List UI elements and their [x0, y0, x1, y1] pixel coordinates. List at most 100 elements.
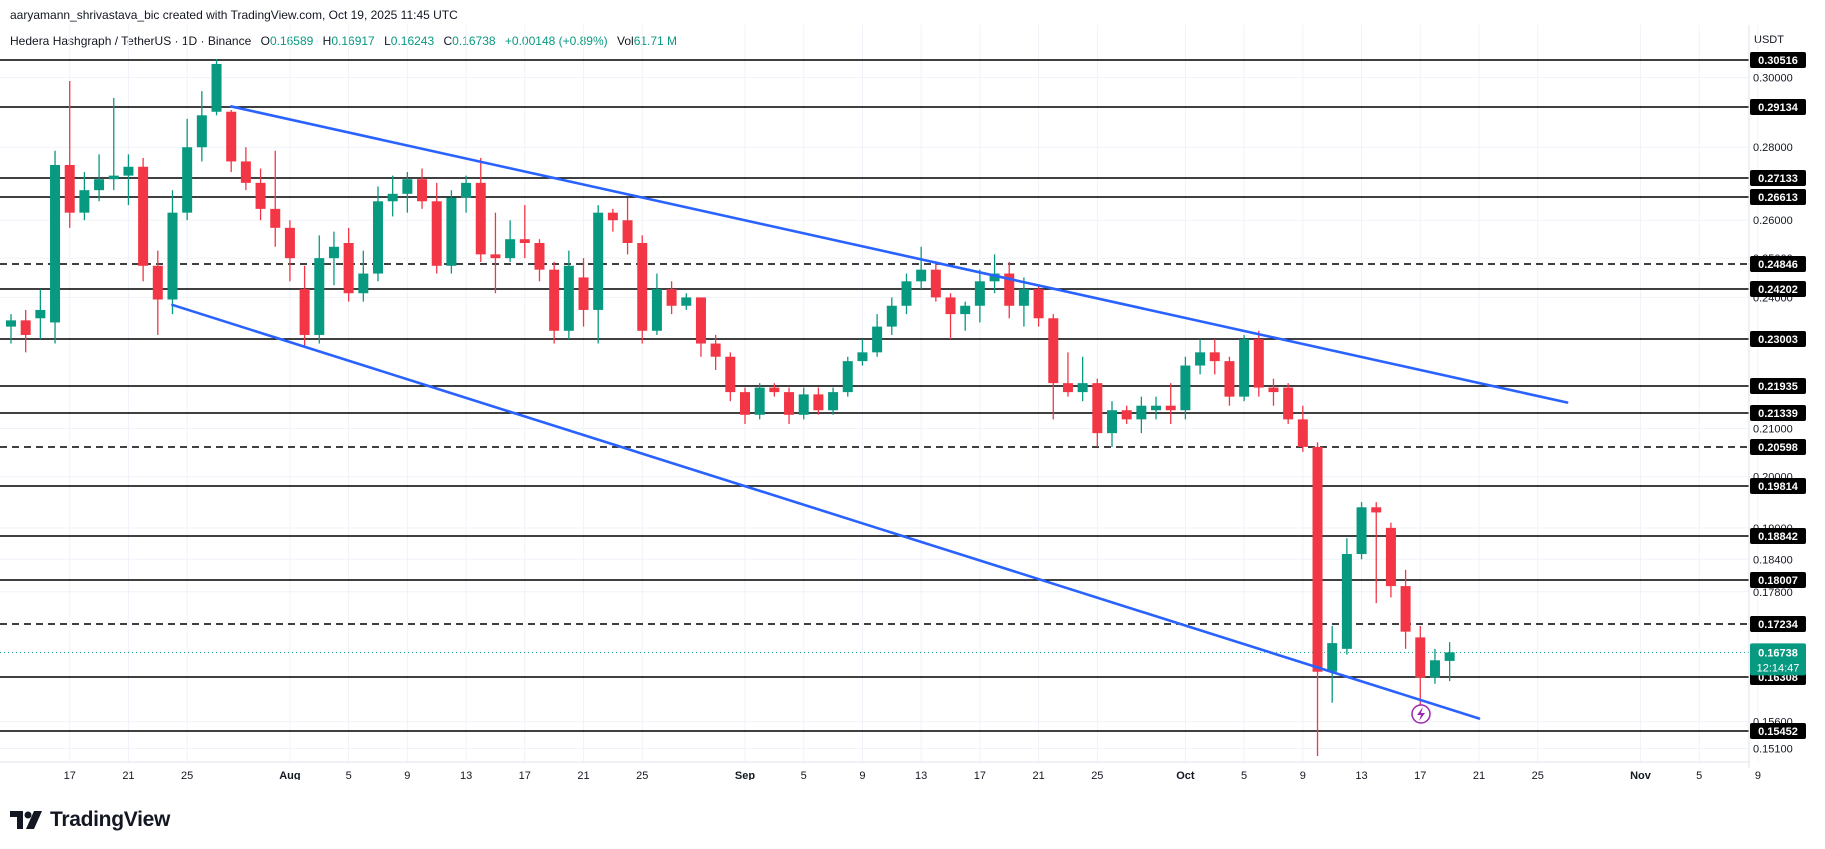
- candle[interactable]: [563, 250, 574, 340]
- candle[interactable]: [1327, 625, 1338, 703]
- currency-label[interactable]: USDT: [1754, 34, 1784, 46]
- candle[interactable]: [152, 250, 163, 335]
- candle[interactable]: [1151, 396, 1162, 420]
- candle[interactable]: [1268, 378, 1279, 406]
- candle[interactable]: [1121, 405, 1132, 424]
- candle[interactable]: [1356, 502, 1367, 560]
- candle[interactable]: [960, 301, 971, 331]
- candle[interactable]: [974, 269, 985, 323]
- candle[interactable]: [872, 314, 883, 357]
- candle[interactable]: [123, 154, 134, 206]
- candle[interactable]: [1048, 314, 1059, 420]
- candle[interactable]: [182, 118, 193, 221]
- candle[interactable]: [475, 157, 486, 262]
- candle[interactable]: [1136, 396, 1147, 434]
- candle[interactable]: [284, 220, 295, 282]
- candle[interactable]: [754, 383, 765, 420]
- candle[interactable]: [1033, 285, 1044, 327]
- candle[interactable]: [828, 387, 839, 415]
- candle[interactable]: [505, 220, 516, 262]
- candle[interactable]: [681, 293, 692, 310]
- candle[interactable]: [299, 265, 310, 348]
- candle[interactable]: [1444, 642, 1455, 682]
- candle[interactable]: [519, 205, 530, 259]
- candle[interactable]: [50, 150, 61, 344]
- candle[interactable]: [666, 281, 677, 315]
- candle[interactable]: [886, 297, 897, 335]
- candle[interactable]: [1209, 339, 1220, 375]
- candle[interactable]: [1224, 356, 1235, 406]
- candle[interactable]: [417, 168, 428, 209]
- candle[interactable]: [431, 182, 442, 274]
- candle[interactable]: [20, 309, 31, 353]
- candle[interactable]: [1385, 522, 1396, 598]
- candle[interactable]: [593, 205, 604, 344]
- candle[interactable]: [1283, 383, 1294, 424]
- candle[interactable]: [1371, 502, 1382, 604]
- candle[interactable]: [6, 314, 16, 344]
- candle[interactable]: [622, 197, 633, 255]
- candle[interactable]: [108, 97, 119, 191]
- time-axis[interactable]: 17 21 25 Aug 5 9 13 17 21 25 Sep 5 9 13 17 21 25 Oct 5 9 13 1…: [64, 770, 1761, 780]
- price-axis[interactable]: 0.300000.280000.260000.250000.240000.210…: [1750, 52, 1806, 756]
- candle[interactable]: [578, 258, 589, 327]
- candle[interactable]: [534, 239, 545, 282]
- candle[interactable]: [328, 231, 339, 286]
- candle[interactable]: [1077, 356, 1088, 402]
- candle[interactable]: [270, 150, 281, 247]
- candle[interactable]: [549, 261, 560, 344]
- candle[interactable]: [402, 172, 413, 213]
- candle[interactable]: [79, 172, 90, 221]
- candle[interactable]: [373, 186, 383, 282]
- candle[interactable]: [94, 154, 105, 202]
- candle[interactable]: [255, 168, 266, 221]
- candle[interactable]: [1253, 330, 1264, 397]
- candle[interactable]: [1004, 261, 1015, 319]
- candle[interactable]: [725, 352, 736, 402]
- candle[interactable]: [1312, 442, 1323, 756]
- candle[interactable]: [930, 261, 941, 302]
- candle[interactable]: [1092, 378, 1103, 447]
- candle[interactable]: [740, 387, 750, 424]
- symbol-name[interactable]: Hedera Hashgraph / TetherUS · 1D · Binan…: [10, 34, 252, 48]
- candle[interactable]: [651, 273, 662, 335]
- candle[interactable]: [1180, 356, 1191, 420]
- candle[interactable]: [1429, 648, 1440, 684]
- candle[interactable]: [343, 227, 354, 302]
- candle[interactable]: [240, 147, 251, 191]
- candle[interactable]: [1107, 401, 1117, 447]
- candle[interactable]: [1400, 569, 1411, 649]
- candle[interactable]: [945, 293, 956, 340]
- candle[interactable]: [1018, 277, 1029, 327]
- candle[interactable]: [710, 334, 721, 370]
- candle[interactable]: [211, 59, 222, 116]
- candle[interactable]: [798, 387, 809, 420]
- tradingview-brand[interactable]: TradingView: [10, 808, 170, 832]
- candle[interactable]: [842, 356, 853, 397]
- candle[interactable]: [35, 289, 46, 340]
- candle[interactable]: [358, 250, 369, 302]
- candle[interactable]: [1195, 339, 1206, 375]
- lightning-marker[interactable]: [1411, 704, 1431, 724]
- candle[interactable]: [446, 190, 457, 274]
- candle[interactable]: [989, 254, 1000, 294]
- candle[interactable]: [138, 157, 149, 282]
- candle[interactable]: [64, 80, 75, 228]
- candle[interactable]: [784, 387, 795, 424]
- candle[interactable]: [314, 235, 325, 344]
- candle[interactable]: [387, 175, 398, 217]
- candle[interactable]: [1341, 538, 1352, 655]
- candlesticks[interactable]: [6, 59, 1455, 756]
- candle[interactable]: [461, 175, 472, 213]
- candle[interactable]: [695, 297, 706, 357]
- candle[interactable]: [637, 235, 648, 344]
- candle[interactable]: [1297, 405, 1308, 452]
- trendlines[interactable]: [171, 105, 1569, 720]
- candle[interactable]: [167, 190, 178, 315]
- candle[interactable]: [1062, 352, 1073, 397]
- candle[interactable]: [857, 339, 868, 366]
- candle[interactable]: [196, 91, 207, 162]
- candle[interactable]: [769, 383, 780, 397]
- candle[interactable]: [1239, 334, 1250, 402]
- trendline-lower[interactable]: [171, 303, 1481, 720]
